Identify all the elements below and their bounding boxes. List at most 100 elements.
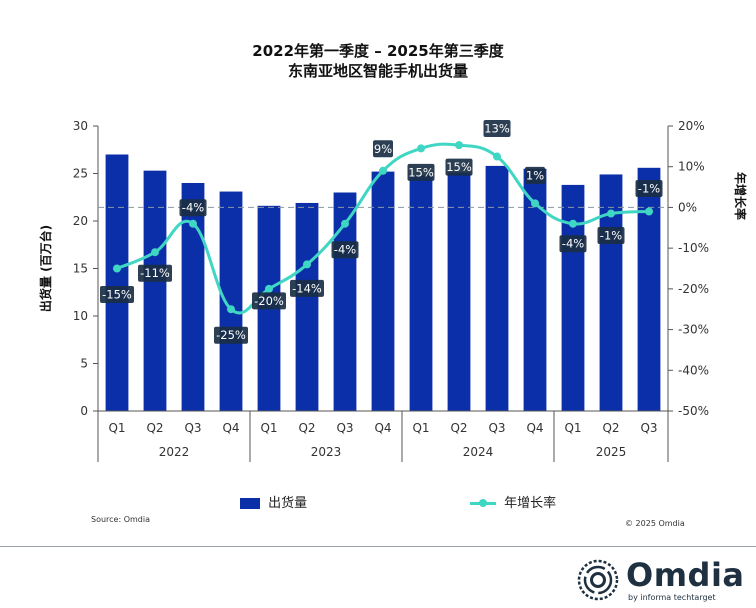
omdia-logo: Omdia by informa techtarget xyxy=(576,556,751,604)
data-label-6: -14% xyxy=(292,281,322,295)
legend-label-growth: 年增长率 xyxy=(504,496,557,511)
y-tick-label-left: 5 xyxy=(80,357,88,371)
legend-bar-swatch xyxy=(240,498,260,509)
growth-point-9 xyxy=(417,144,425,153)
growth-point-3 xyxy=(189,219,197,228)
growth-point-1 xyxy=(113,264,121,273)
data-label-9: 15% xyxy=(408,165,434,179)
y-tick-label-right: 10% xyxy=(678,160,705,174)
x-tick-label-quarter: Q4 xyxy=(526,421,543,435)
bar-shipments-15 xyxy=(637,167,661,411)
x-tick-label-quarter: Q2 xyxy=(602,421,619,435)
y-tick-label-left: 30 xyxy=(73,119,88,133)
data-label-bg-11 xyxy=(483,120,511,138)
x-tick-label-quarter: Q3 xyxy=(184,421,201,435)
data-label-5: -20% xyxy=(254,294,284,308)
bar-shipments-6 xyxy=(295,202,319,411)
y-tick-label-left: 0 xyxy=(80,404,88,418)
legend-line-swatch xyxy=(470,499,496,507)
legend-item-growth: 年增长率 xyxy=(470,492,556,511)
data-label-bg-13 xyxy=(559,235,587,253)
bar-shipments-13 xyxy=(561,184,585,411)
data-label-bg-6 xyxy=(290,279,324,297)
x-tick-label-quarter: Q1 xyxy=(412,421,429,435)
data-label-3: -4% xyxy=(182,201,204,215)
x-tick-label-quarter: Q1 xyxy=(260,421,277,435)
data-label-bg-2 xyxy=(138,264,172,282)
bar-shipments-12 xyxy=(523,168,547,411)
data-label-bg-1 xyxy=(100,286,134,303)
x-tick-label-quarter: Q4 xyxy=(374,421,391,435)
y-axis-title-right: 年增长率 xyxy=(733,172,748,220)
x-tick-label-quarter: Q1 xyxy=(108,421,125,435)
x-tick-label-year: 2025 xyxy=(596,445,627,459)
data-label-bg-9 xyxy=(407,163,435,181)
data-label-bg-5 xyxy=(252,292,286,310)
y-tick-label-right: 0% xyxy=(678,200,697,214)
bar-shipments-11 xyxy=(485,165,509,411)
data-label-bg-7 xyxy=(331,241,359,259)
x-tick-label-quarter: Q3 xyxy=(336,421,353,435)
omdia-logo-sub: by informa techtarget xyxy=(628,593,716,602)
y-tick-label-right: -20% xyxy=(678,282,709,296)
y-tick-label-left: 20 xyxy=(73,214,88,228)
data-label-bg-4 xyxy=(214,326,248,344)
growth-point-15 xyxy=(645,207,653,216)
data-label-12: 1% xyxy=(526,168,544,182)
data-label-1: -15% xyxy=(102,288,132,302)
data-label-bg-8 xyxy=(373,140,393,158)
bar-shipments-3 xyxy=(181,183,205,411)
x-tick-label-quarter: Q1 xyxy=(564,421,581,435)
x-tick-label-quarter: Q3 xyxy=(640,421,657,435)
x-tick-label-quarter: Q4 xyxy=(222,421,239,435)
data-label-7: -4% xyxy=(334,243,356,257)
x-tick-label-year: 2024 xyxy=(463,445,494,459)
growth-point-10 xyxy=(455,141,463,150)
data-label-bg-15 xyxy=(635,180,663,197)
x-tick-label-year: 2023 xyxy=(311,445,342,459)
data-label-8: 9% xyxy=(374,142,392,156)
legend-item-shipments: 出货量 xyxy=(240,492,307,511)
growth-point-7 xyxy=(341,219,349,228)
omdia-logo-icon xyxy=(577,559,619,601)
x-tick-label-quarter: Q2 xyxy=(298,421,315,435)
data-label-14: -1% xyxy=(600,229,622,243)
copyright-note: © 2025 Omdia xyxy=(625,519,685,528)
y-axis-title-left: 出货量 (百万台) xyxy=(38,225,53,312)
x-tick-label-quarter: Q2 xyxy=(146,421,163,435)
footer-divider xyxy=(0,546,756,547)
data-label-bg-10 xyxy=(445,158,473,176)
growth-point-4 xyxy=(227,305,235,314)
data-label-10: 15% xyxy=(446,160,472,174)
y-tick-label-right: -10% xyxy=(678,241,709,255)
bar-shipments-9 xyxy=(409,175,433,411)
chart: 051015202530-50%-40%-30%-20%-10%0%10%20%… xyxy=(38,119,748,462)
growth-point-11 xyxy=(493,152,501,161)
bar-shipments-8 xyxy=(371,171,395,411)
bar-shipments-1 xyxy=(105,154,129,411)
x-tick-label-quarter: Q2 xyxy=(450,421,467,435)
omdia-logo-word: Omdia xyxy=(626,556,745,594)
growth-line xyxy=(116,142,650,315)
data-label-11: 13% xyxy=(484,122,510,136)
data-label-bg-12 xyxy=(525,166,545,184)
data-label-bg-14 xyxy=(597,227,625,245)
y-tick-label-left: 25 xyxy=(73,167,88,181)
data-label-15: -1% xyxy=(638,182,660,196)
data-label-4: -25% xyxy=(216,328,246,342)
x-tick-label-quarter: Q3 xyxy=(488,421,505,435)
growth-point-8 xyxy=(379,166,387,175)
bar-shipments-2 xyxy=(143,170,167,411)
data-label-bg-3 xyxy=(179,199,207,217)
source-note: Source: Omdia xyxy=(91,515,151,524)
bar-shipments-10 xyxy=(447,172,471,411)
data-label-2: -11% xyxy=(140,266,170,280)
y-tick-label-right: -40% xyxy=(678,363,709,377)
growth-point-13 xyxy=(569,219,577,228)
y-tick-label-right: -30% xyxy=(678,323,709,337)
y-tick-label-left: 15 xyxy=(73,262,88,276)
y-tick-label-right: 20% xyxy=(678,119,705,133)
y-tick-label-right: -50% xyxy=(678,404,709,418)
x-tick-label-year: 2022 xyxy=(159,445,190,459)
growth-point-2 xyxy=(151,248,159,257)
